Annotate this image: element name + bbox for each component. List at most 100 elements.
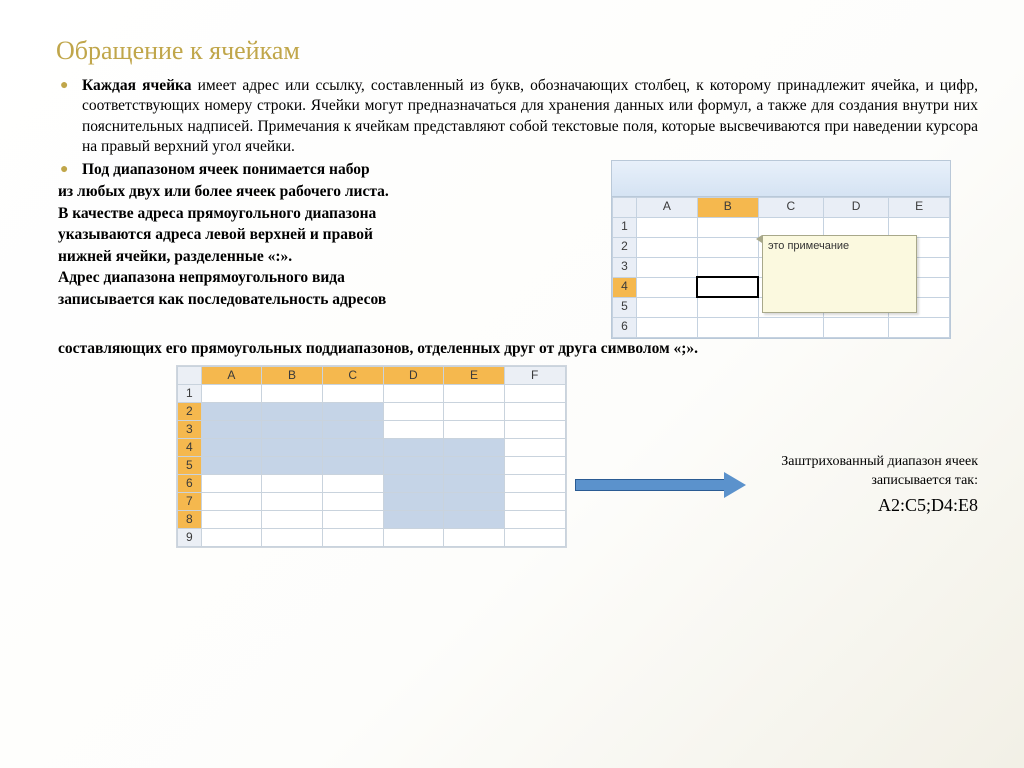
paragraph-2: Под диапазоном ячеек понимается набор [56, 160, 601, 180]
cell [201, 511, 262, 529]
caption-address: A2:C5;D4:E8 [753, 494, 978, 518]
cell [697, 317, 758, 337]
excel-ribbon [612, 161, 950, 197]
cell [262, 511, 323, 529]
cell [444, 493, 505, 511]
row-header: 1 [613, 217, 637, 237]
cell [504, 385, 565, 403]
para1-rest: имеет адрес или ссылку, составленный из … [82, 77, 978, 155]
cell [322, 511, 383, 529]
cell [262, 457, 323, 475]
row-header: 7 [178, 493, 202, 511]
cell [504, 457, 565, 475]
content-body: Каждая ячейка имеет адрес или ссылку, со… [56, 76, 978, 548]
cell [504, 529, 565, 547]
para1-lead: Каждая ячейка [82, 77, 191, 94]
cell [444, 457, 505, 475]
page-title: Обращение к ячейкам [56, 36, 978, 66]
cell [637, 317, 698, 337]
cell [383, 421, 444, 439]
cell [444, 529, 505, 547]
cell [322, 493, 383, 511]
cell [201, 439, 262, 457]
row-header: 2 [613, 237, 637, 257]
cell [201, 421, 262, 439]
cell [758, 317, 823, 337]
row-header: 5 [178, 457, 202, 475]
cell [637, 257, 698, 277]
cell [444, 421, 505, 439]
caption-line1: Заштрихованный диапазон ячеек [753, 453, 978, 471]
row-header: 5 [613, 297, 637, 317]
cell [823, 317, 888, 337]
cell [262, 439, 323, 457]
excel-comment-screenshot: ABCDE123456 это примечание [611, 160, 951, 339]
cell [322, 457, 383, 475]
paragraph-after: составляющих его прямоугольных поддиапаз… [56, 339, 978, 359]
cell [697, 257, 758, 277]
cell [697, 297, 758, 317]
line-3: нижней ячейки, разделенные «:». [56, 247, 596, 267]
cell [322, 475, 383, 493]
cell [322, 385, 383, 403]
cell [383, 439, 444, 457]
cell [504, 493, 565, 511]
row-header: 3 [613, 257, 637, 277]
cell [383, 511, 444, 529]
line-2: указываются адреса левой верхней и право… [56, 225, 596, 245]
col-header: D [823, 197, 888, 217]
cell [201, 403, 262, 421]
cell [383, 403, 444, 421]
col-header: B [262, 367, 323, 385]
cell [201, 529, 262, 547]
col-header: E [889, 197, 950, 217]
cell [444, 385, 505, 403]
cell [889, 317, 950, 337]
cell [504, 475, 565, 493]
cell [201, 385, 262, 403]
col-header: E [444, 367, 505, 385]
cell [262, 385, 323, 403]
cell [262, 421, 323, 439]
cell [444, 439, 505, 457]
cell [444, 475, 505, 493]
excel-grid: ABCDE123456 это примечание [612, 197, 950, 338]
arrow-icon [575, 475, 741, 495]
cell [383, 385, 444, 403]
row-header: 1 [178, 385, 202, 403]
row-header: 8 [178, 511, 202, 529]
row-header: 6 [178, 475, 202, 493]
cell [504, 439, 565, 457]
line-1: В качестве адреса прямоугольного диапазо… [56, 204, 596, 224]
col-header: F [504, 367, 565, 385]
col-header: A [637, 197, 698, 217]
cell [201, 457, 262, 475]
line-5: записывается как последовательность адре… [56, 290, 596, 310]
row-header: 6 [613, 317, 637, 337]
row-header: 3 [178, 421, 202, 439]
paragraph-1: Каждая ячейка имеет адрес или ссылку, со… [56, 76, 978, 158]
line-0: из любых двух или более ячеек рабочего л… [56, 182, 596, 202]
cell [504, 421, 565, 439]
cell [262, 403, 323, 421]
cell [444, 511, 505, 529]
cell [201, 493, 262, 511]
col-header: C [758, 197, 823, 217]
cell [637, 217, 698, 237]
cell [444, 403, 505, 421]
excel-range-screenshot: ABCDEF123456789 [176, 365, 567, 548]
cell [383, 457, 444, 475]
cell [697, 237, 758, 257]
col-header: B [697, 197, 758, 217]
caption-line2: записывается так: [753, 472, 978, 490]
comment-tooltip: это примечание [762, 235, 917, 313]
cell [262, 529, 323, 547]
col-header: A [201, 367, 262, 385]
cell [504, 403, 565, 421]
cell [262, 493, 323, 511]
line-4: Адрес диапазона непрямоугольного вида [56, 268, 596, 288]
cell [504, 511, 565, 529]
cell [322, 439, 383, 457]
row-header: 9 [178, 529, 202, 547]
row-header: 4 [178, 439, 202, 457]
